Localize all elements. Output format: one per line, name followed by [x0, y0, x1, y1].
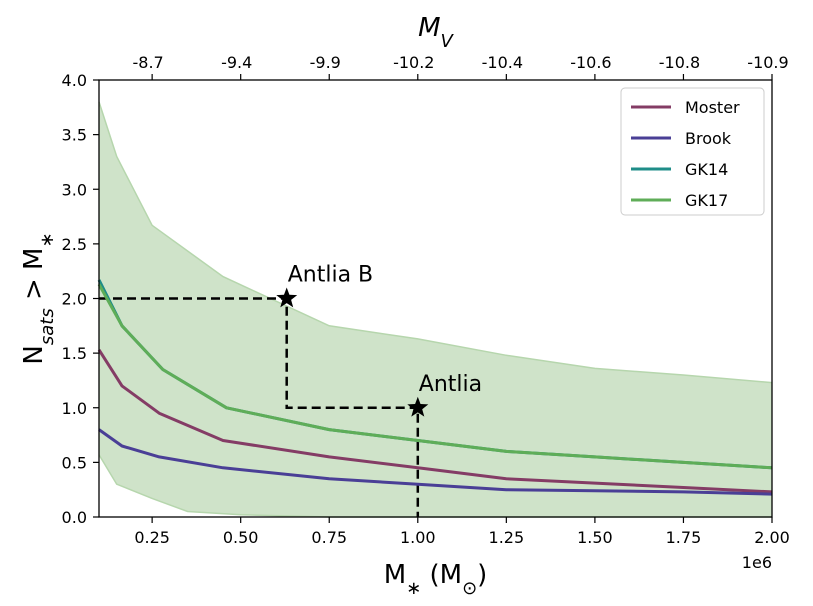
top-tick-label: -10.8 [659, 53, 700, 72]
y-tick-label: 4.0 [62, 71, 87, 90]
top-axis-label-sub: V [441, 31, 455, 52]
x-tick-label: 0.75 [311, 528, 347, 547]
series-line-gk17 [97, 283, 773, 470]
top-tick-label: -10.6 [570, 53, 611, 72]
x-axis-label-unit-open: (M [421, 560, 462, 590]
star-marker-antlia [407, 396, 429, 417]
top-tick-label: -10.2 [393, 53, 434, 72]
y-axis-label-sub: sats [37, 308, 58, 345]
x-tick-label: 1.50 [577, 528, 613, 547]
top-ticks: -8.7 -9.4 -9.9 -10.2 -10.4 -10.6 -10.8 -10.9 [133, 53, 789, 80]
y-tick-label: 0.0 [62, 508, 87, 527]
x-axis-label-main: M [384, 560, 406, 590]
legend-label-moster: Moster [685, 98, 740, 117]
top-tick-label: -8.7 [133, 53, 164, 72]
legend-label-gk14: GK14 [685, 160, 728, 179]
y-axis-label-rest: > M [19, 248, 49, 309]
y-axis-label: Nsats > M∗ [19, 232, 58, 364]
y-tick-label: 2.0 [62, 290, 87, 309]
y-tick-label: 3.0 [62, 180, 87, 199]
top-tick-label: -10.9 [747, 53, 788, 72]
star-marker-antlia-b [276, 287, 298, 308]
annotation-antlia-b: Antlia B [288, 263, 373, 288]
x-axis-label-sub: ∗ [406, 578, 421, 599]
legend-label-gk17: GK17 [685, 191, 728, 210]
x-tick-label: 1.25 [489, 528, 525, 547]
x-axis-label-unit-sub: ⊙ [462, 578, 477, 599]
legend: Moster Brook GK14 GK17 [620, 87, 765, 216]
marker-layer: Antlia B Antlia [276, 263, 482, 417]
x-tick-label: 0.50 [223, 528, 259, 547]
x-offset-label: 1e6 [742, 553, 772, 572]
top-tick-label: -10.4 [482, 53, 523, 72]
confidence-band [99, 101, 772, 518]
legend-box [620, 87, 765, 216]
top-axis-label: MV [418, 13, 454, 52]
x-tick-label: 2.00 [754, 528, 790, 547]
x-tick-label: 1.75 [666, 528, 702, 547]
x-axis-label-unit-close: ) [477, 560, 487, 590]
series-layer [97, 279, 773, 496]
guide-layer [99, 297, 420, 517]
y-tick-label: 3.5 [62, 126, 87, 145]
y-tick-label: 2.5 [62, 235, 87, 254]
y-tick-label: 0.5 [62, 453, 87, 472]
y-tick-label: 1.5 [62, 344, 87, 363]
series-line-brook [98, 428, 773, 496]
y-tick-label: 1.0 [62, 399, 87, 418]
top-tick-label: -9.9 [310, 53, 341, 72]
annotation-antlia: Antlia [419, 372, 482, 397]
y-axis-label-main: N [19, 345, 49, 364]
legend-label-brook: Brook [685, 129, 732, 148]
x-tick-label: 1.00 [400, 528, 436, 547]
y-axis-label-rest-sub: ∗ [37, 232, 58, 247]
top-axis-label-main: M [418, 13, 440, 43]
x-tick-label: 0.25 [134, 528, 170, 547]
x-axis-label: M∗ (M⊙) [384, 560, 488, 599]
x-ticks: 0.25 0.50 0.75 1.00 1.25 1.50 1.75 2.00 [134, 517, 790, 547]
band-upper-edge [98, 101, 773, 384]
top-tick-label: -9.4 [221, 53, 252, 72]
y-ticks: 0.0 0.5 1.0 1.5 2.0 2.5 3.0 3.5 4.0 [62, 71, 99, 527]
series-line-moster [97, 348, 773, 494]
dashed-guide-line [99, 297, 420, 517]
